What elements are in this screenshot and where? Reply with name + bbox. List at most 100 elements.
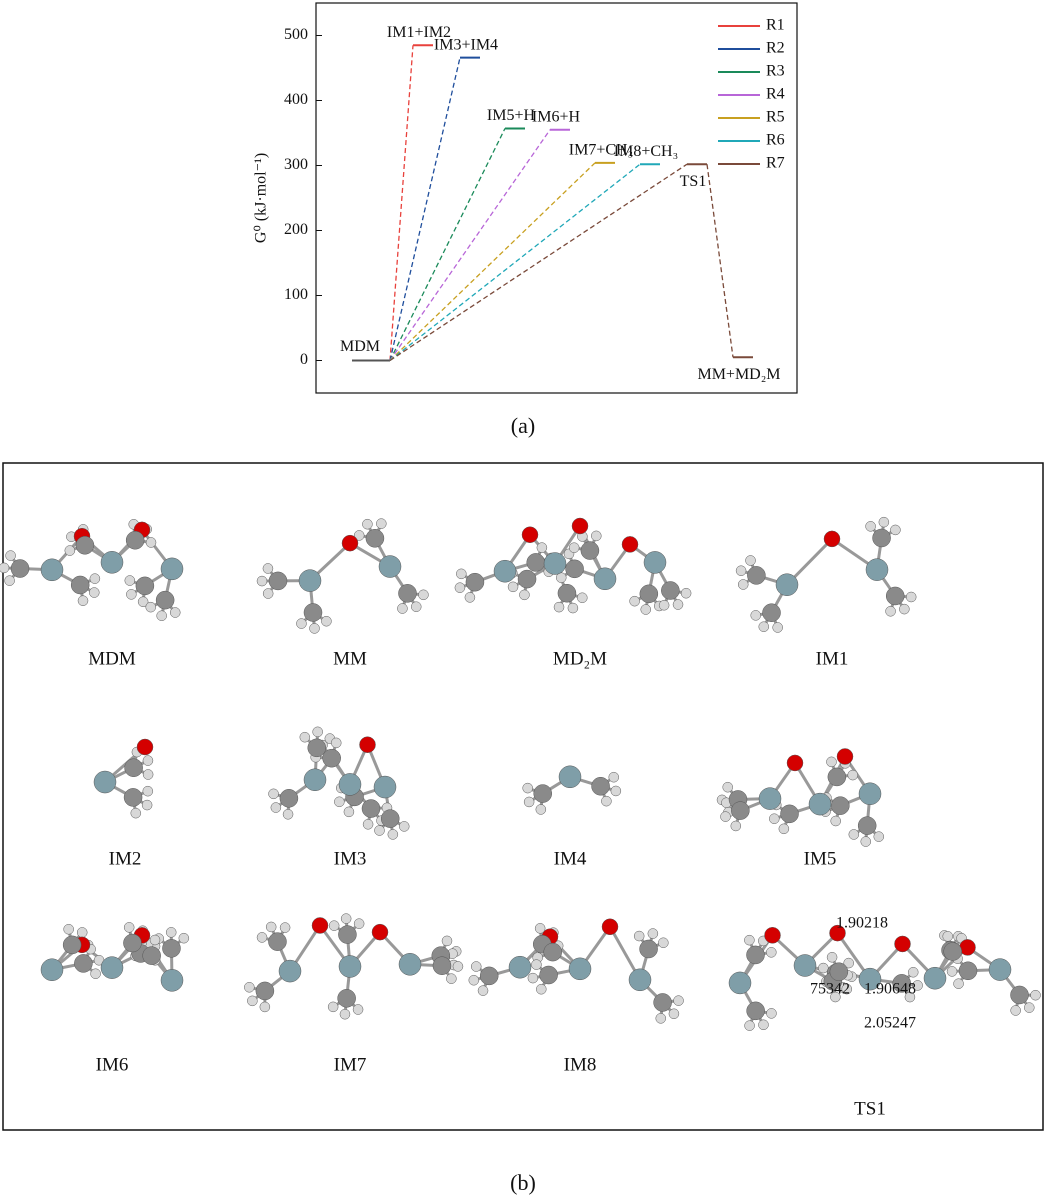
atom	[878, 516, 890, 528]
atom	[571, 517, 589, 535]
atom	[758, 787, 782, 810]
atom	[744, 1020, 755, 1031]
atom	[309, 623, 320, 634]
atom	[70, 575, 90, 595]
atom	[362, 518, 373, 530]
atom	[327, 1001, 339, 1013]
atom	[601, 795, 612, 807]
atom	[608, 771, 620, 783]
atom	[380, 809, 400, 828]
atom	[259, 1001, 271, 1013]
plot-frame	[315, 2, 798, 394]
structure-label: IM7	[334, 1054, 367, 1075]
atom	[270, 802, 282, 813]
atom	[593, 567, 617, 591]
structure-label: IM4	[554, 848, 587, 869]
atom	[568, 542, 580, 553]
atom	[340, 913, 352, 924]
atom	[591, 530, 602, 542]
atom	[362, 819, 374, 830]
atom	[905, 591, 917, 603]
atom	[829, 962, 849, 981]
atom	[892, 974, 911, 993]
atom	[441, 935, 453, 947]
atom	[758, 621, 770, 632]
structure-label: MDM	[88, 648, 136, 669]
atom	[865, 521, 876, 532]
atom	[521, 526, 539, 543]
atom	[522, 782, 533, 794]
atom	[268, 932, 287, 951]
atom	[268, 788, 279, 800]
distance-label: 2.05247	[864, 1015, 916, 1032]
atom	[137, 596, 149, 608]
structure-label: MD₂M	[553, 648, 607, 669]
structure-label: IM2	[109, 848, 142, 869]
connector	[389, 45, 414, 361]
atom	[279, 789, 299, 808]
atom	[904, 991, 916, 1003]
atom	[557, 583, 577, 603]
atom	[558, 765, 582, 789]
atom	[746, 1001, 765, 1021]
atom	[10, 559, 30, 578]
atom	[178, 932, 190, 944]
atom	[142, 755, 154, 766]
atom	[858, 782, 882, 806]
atom	[923, 966, 947, 990]
atom	[827, 767, 847, 787]
atom	[672, 599, 684, 610]
atom	[90, 968, 101, 979]
atom	[162, 939, 181, 958]
y-tick-label: 200	[284, 221, 308, 238]
atom	[169, 607, 181, 618]
atom	[829, 924, 846, 942]
atom	[680, 587, 692, 599]
atom	[830, 991, 841, 1003]
atom	[766, 947, 777, 958]
atom	[244, 982, 255, 993]
atom	[543, 942, 562, 962]
atom	[912, 980, 923, 991]
atom	[361, 799, 381, 818]
atom	[123, 788, 143, 807]
structure-label: IM1	[816, 648, 849, 669]
atom	[860, 836, 872, 847]
atom	[339, 1008, 351, 1020]
legend-label: R4	[766, 86, 785, 103]
atom	[942, 931, 953, 942]
connector	[706, 164, 734, 358]
atom	[452, 961, 464, 972]
atom	[737, 579, 749, 590]
atom	[543, 552, 567, 575]
atom	[601, 918, 619, 936]
atom	[847, 769, 859, 781]
connector	[389, 163, 688, 362]
connector	[389, 128, 506, 361]
atom	[653, 993, 672, 1012]
atom	[477, 985, 489, 996]
atom	[160, 557, 184, 581]
atom	[907, 966, 919, 978]
atom	[418, 589, 429, 601]
atom	[1010, 1005, 1021, 1016]
atom	[658, 599, 670, 611]
atom	[539, 965, 558, 985]
atom	[519, 589, 530, 601]
atom	[359, 736, 376, 753]
atom	[780, 804, 799, 824]
legend-label: R2	[766, 40, 785, 57]
legend-label: R5	[766, 109, 785, 126]
atom	[610, 785, 622, 797]
atom	[256, 932, 268, 943]
atom	[410, 601, 422, 612]
y-tick-label: 300	[284, 156, 308, 173]
atom	[508, 955, 532, 979]
atom	[479, 966, 499, 986]
atom	[262, 563, 274, 574]
atom	[64, 545, 76, 556]
atom	[126, 589, 137, 600]
atom	[371, 923, 389, 941]
atom	[946, 966, 958, 977]
atom	[307, 738, 327, 758]
